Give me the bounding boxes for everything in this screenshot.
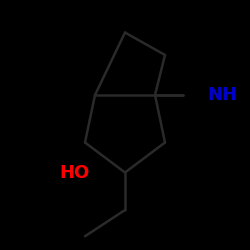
Text: NH: NH [208,86,238,104]
Text: HO: HO [60,164,90,182]
